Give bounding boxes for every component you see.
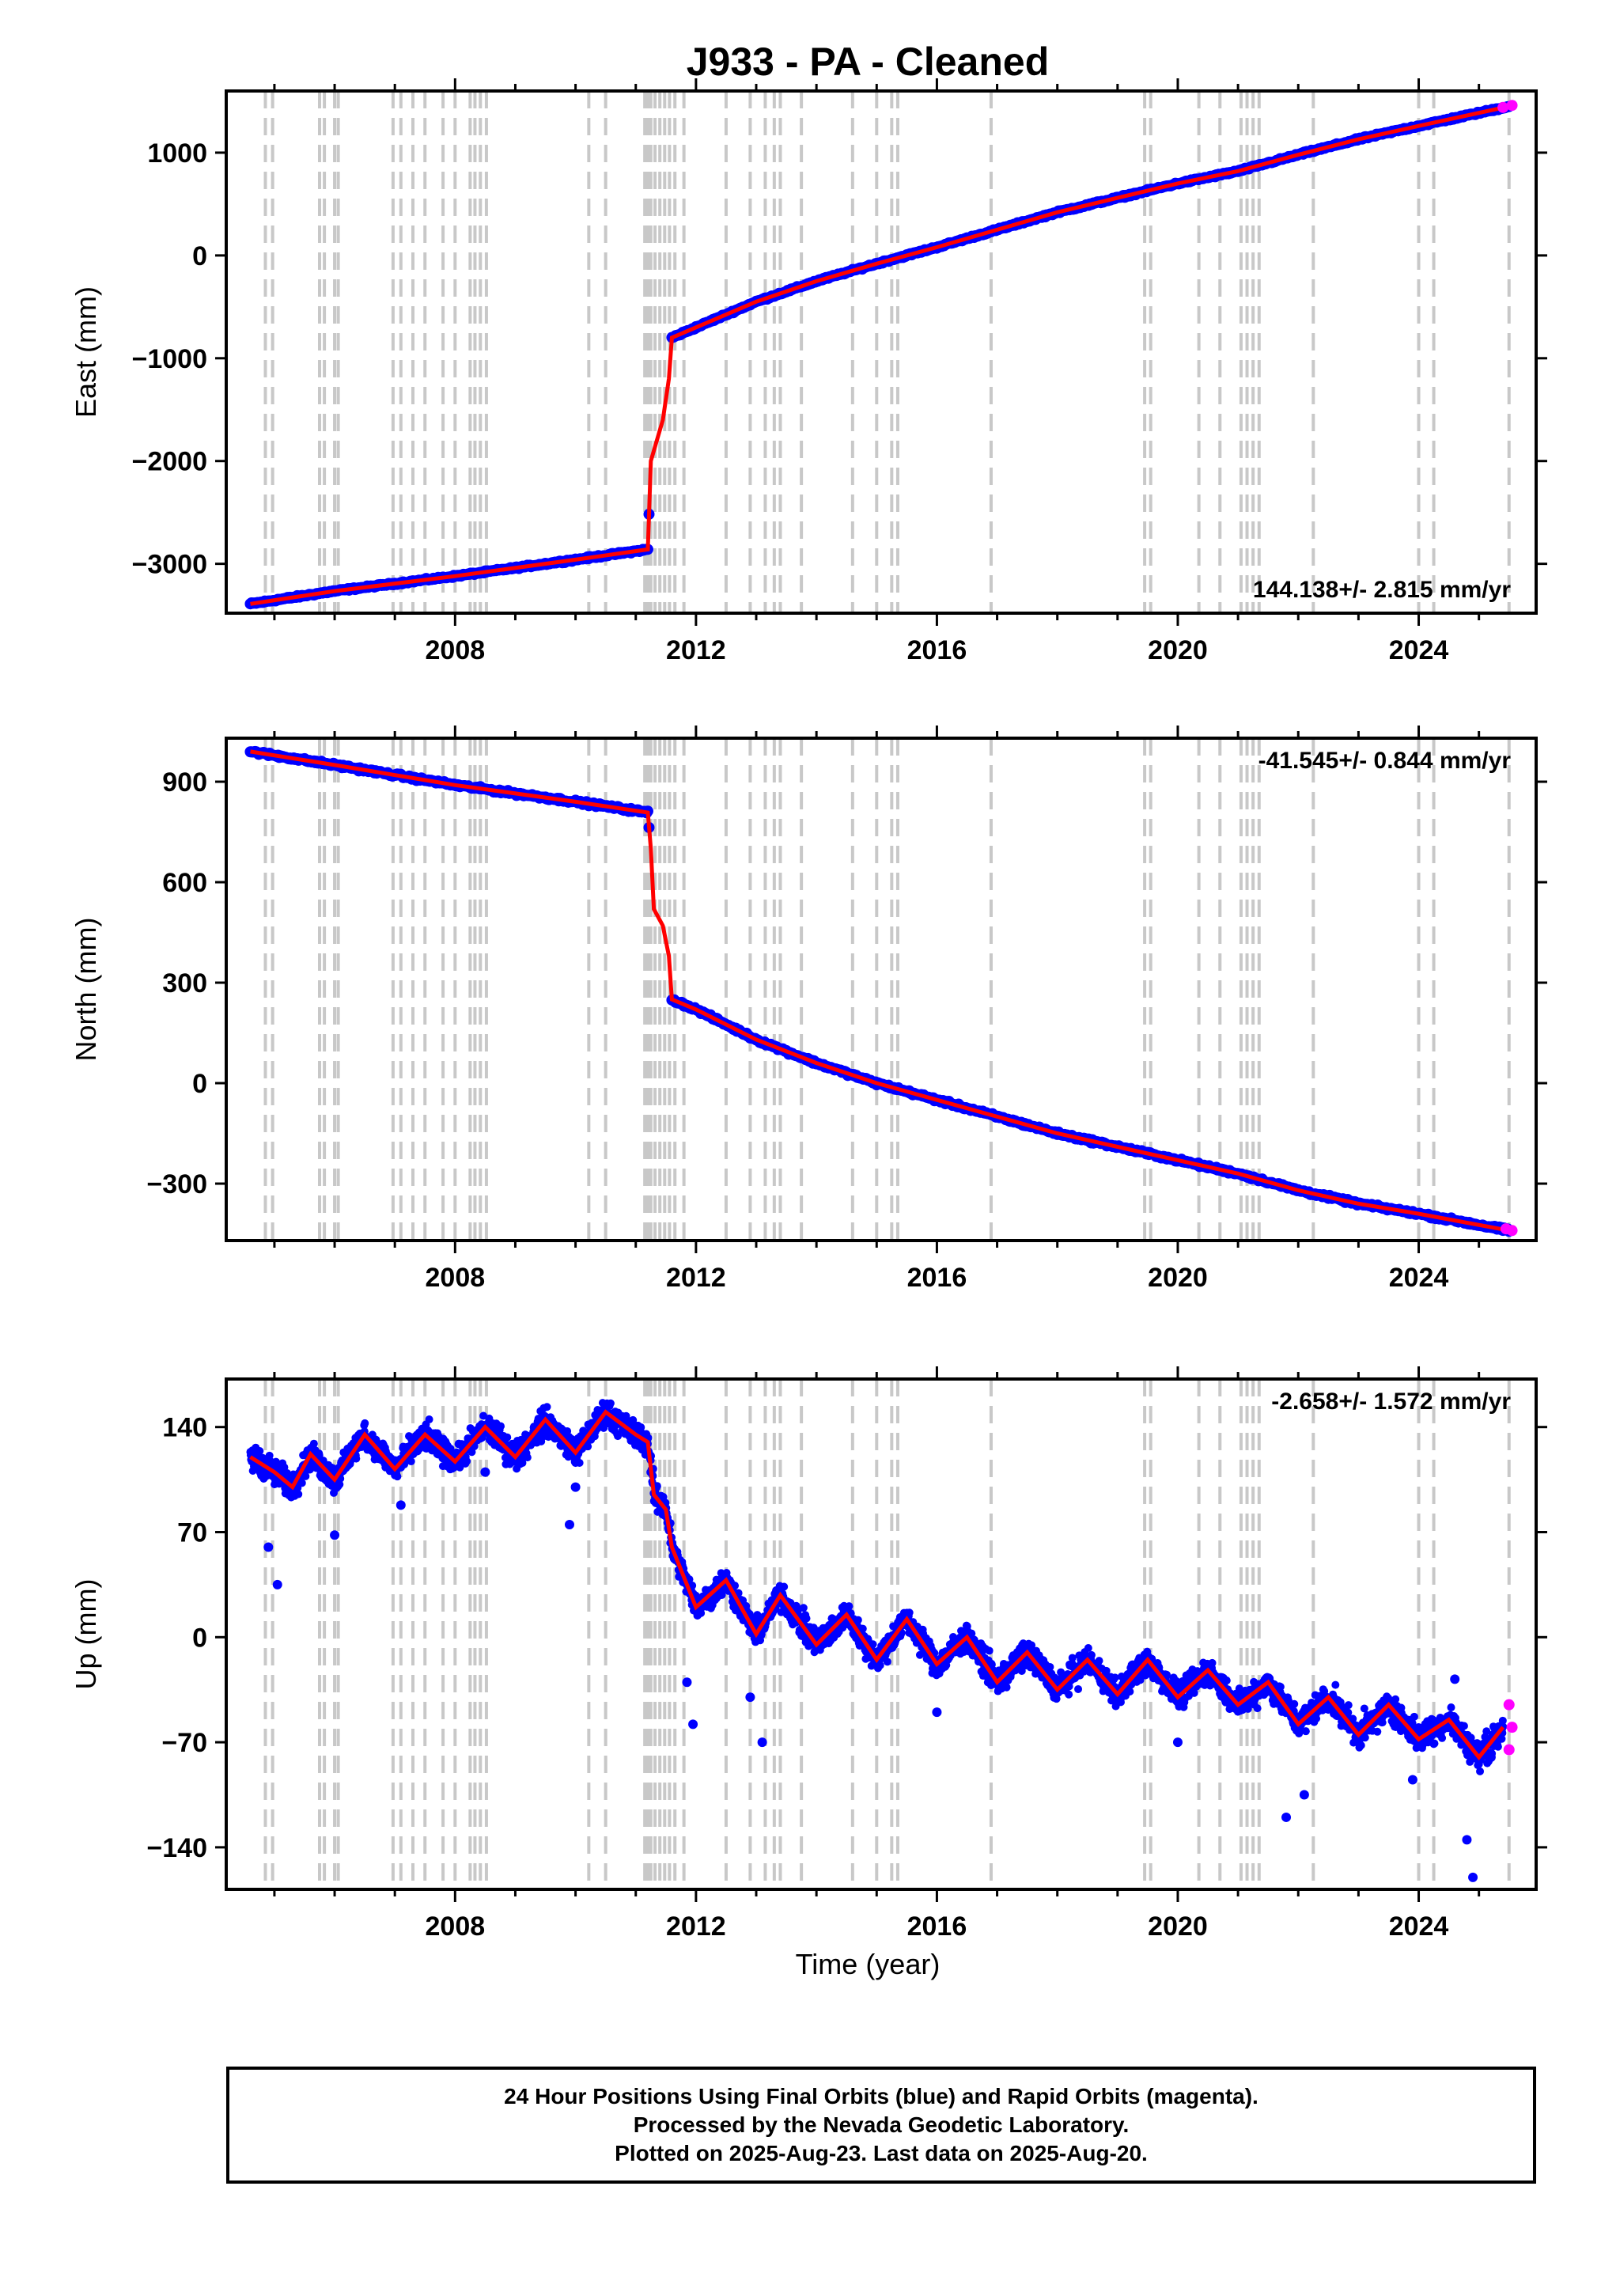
panel-frame <box>225 89 1538 615</box>
panel-frame <box>225 737 1538 1242</box>
y-tick-label: 0 <box>192 241 207 271</box>
data-point <box>255 1446 264 1455</box>
trend-line <box>250 749 1510 1233</box>
data-point <box>1046 1662 1054 1671</box>
data-point <box>1095 1657 1103 1665</box>
x-tick-label: 2020 <box>1148 1263 1208 1293</box>
y-tick-label: −1000 <box>132 344 208 374</box>
data-point <box>280 1463 289 1472</box>
data-point <box>883 1658 891 1666</box>
data-point <box>1102 1666 1111 1675</box>
data-point <box>352 1454 361 1463</box>
y-tick-label: 0 <box>192 1069 207 1099</box>
x-tick-label: 2020 <box>1148 635 1208 665</box>
data-point <box>425 1415 433 1424</box>
chart-title: J933 - PA - Cleaned <box>687 40 1050 84</box>
data-point <box>985 1646 994 1655</box>
data-point <box>523 1453 532 1462</box>
data-point <box>858 1624 867 1633</box>
y-tick-label: 600 <box>162 868 207 898</box>
data-point <box>600 1423 608 1432</box>
panel-plot-area <box>246 1379 1518 1889</box>
data-point <box>407 1457 415 1466</box>
data-point <box>1126 1687 1134 1695</box>
data-point <box>799 1604 808 1612</box>
rate-label: -41.545+/- 0.844 mm/yr <box>1258 748 1512 774</box>
data-point <box>463 1457 471 1465</box>
data-point <box>1068 1654 1077 1662</box>
data-point <box>361 1419 369 1427</box>
x-tick-label: 2024 <box>1389 1263 1449 1293</box>
data-point <box>497 1422 505 1430</box>
data-point <box>845 1602 853 1611</box>
data-point <box>503 1433 512 1442</box>
data-point <box>876 1661 884 1669</box>
data-point <box>869 1640 877 1649</box>
x-tick-label: 2008 <box>426 1263 486 1293</box>
x-tick-label: 2012 <box>666 1263 726 1293</box>
x-tick-label: 2012 <box>666 635 726 665</box>
data-point <box>653 1482 661 1491</box>
y-tick-label: −300 <box>146 1169 207 1199</box>
y-axis-label: East (mm) <box>70 286 102 418</box>
data-point <box>1065 1690 1073 1699</box>
data-point <box>853 1616 862 1624</box>
y-tick-label: 300 <box>162 968 207 998</box>
panel-plot-area <box>244 91 1518 613</box>
data-point <box>518 1459 527 1468</box>
data-point <box>606 1399 615 1408</box>
rapid-point <box>1497 101 1509 113</box>
data-point <box>294 1490 303 1498</box>
panel-plot-area <box>244 738 1518 1241</box>
final-orbits-points <box>244 100 1515 610</box>
data-point <box>1190 1688 1198 1697</box>
data-point <box>543 1403 551 1411</box>
x-tick-label: 2008 <box>426 635 486 665</box>
data-point <box>1028 1641 1036 1650</box>
panel-east: −3000 −2000 −1000 0 1000 2008 2012 2016 2020 2024… <box>70 78 1547 665</box>
y-tick-label: 900 <box>162 767 207 798</box>
data-point <box>301 1472 310 1480</box>
data-point <box>584 1442 592 1451</box>
data-point <box>967 1629 976 1638</box>
panel-north: −300 0 300 600 900 2008 2012 2016 2020 2024 North … <box>70 726 1547 1293</box>
data-point <box>575 1458 584 1467</box>
data-point <box>731 1582 740 1590</box>
data-point <box>393 1472 402 1481</box>
data-point <box>688 1582 697 1590</box>
x-tick-label: 2016 <box>907 1263 967 1293</box>
x-tick-label: 2016 <box>907 635 967 665</box>
data-point <box>1074 1684 1083 1693</box>
rate-label: 144.138+/- 2.815 mm/yr <box>1253 577 1511 603</box>
data-point <box>335 1480 344 1489</box>
rapid-point <box>1506 1225 1518 1237</box>
y-tick-label: −2000 <box>132 447 208 477</box>
data-point <box>1002 1683 1011 1692</box>
data-point <box>446 1445 455 1453</box>
rapid-point <box>1506 100 1518 112</box>
data-point <box>1111 1673 1119 1682</box>
y-tick-label: 1000 <box>147 138 207 169</box>
rapid-orbits-points <box>1497 100 1518 113</box>
data-point <box>1162 1670 1171 1679</box>
data-point <box>297 1479 306 1487</box>
data-point <box>614 1432 623 1441</box>
final-orbits-points <box>244 745 1515 1237</box>
data-point <box>1084 1644 1092 1653</box>
data-point <box>780 1582 789 1591</box>
data-point <box>309 1439 318 1448</box>
x-tick-label: 2024 <box>1389 635 1449 665</box>
y-tick-label: −3000 <box>132 550 208 580</box>
rapid-orbits-points <box>1500 1223 1518 1237</box>
trend-line <box>250 104 1510 606</box>
data-point <box>987 1660 996 1669</box>
data-point <box>802 1614 811 1623</box>
data-point <box>265 1451 274 1460</box>
data-point <box>905 1608 914 1617</box>
data-point <box>1087 1650 1096 1659</box>
y-axis-label: North (mm) <box>70 918 102 1062</box>
